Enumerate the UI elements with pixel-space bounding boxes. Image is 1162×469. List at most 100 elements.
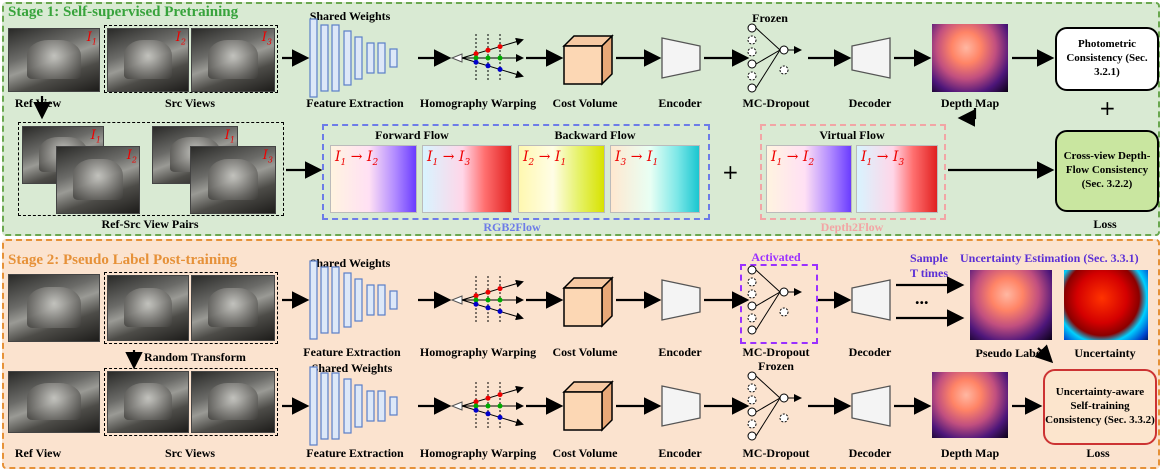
feature-extraction-label: Feature Extraction <box>306 96 404 110</box>
src-views-label: Src Views <box>164 96 216 110</box>
backward-flow-label: Backward Flow <box>554 128 636 142</box>
arrow <box>1034 344 1054 364</box>
random-transform-label: Random Transform <box>144 350 246 364</box>
homography-icon-2 <box>450 276 524 324</box>
mc-dropout-net-1 <box>747 23 802 93</box>
feature-layer <box>354 36 363 80</box>
s2-shared-weights-bottom: Shared Weights <box>311 361 393 375</box>
s2-src-image-bottom-1 <box>107 371 189 433</box>
crossview-box: Cross-view Depth-Flow Consistency (Sec. … <box>1055 130 1159 212</box>
s2-decoder-label-bottom: Decoder <box>848 446 892 460</box>
s2-depth-map-label: Depth Map <box>940 446 1000 460</box>
feature-extraction-block-2 <box>309 260 398 340</box>
cost-volume-cube-1 <box>562 34 614 86</box>
flow-arrows <box>33 49 1055 415</box>
s2-encoder-label-bottom: Encoder <box>658 446 702 460</box>
s2-ref-image-bottom <box>8 371 100 433</box>
flow-image-4: I3 → I1 <box>610 145 700 213</box>
uncertainty-estimation-label: Uncertainty Estimation (Sec. 3.3.1) <box>960 251 1139 265</box>
s2-ref-view-label: Ref View <box>14 446 62 460</box>
shared-weights-label: Shared Weights <box>309 9 391 23</box>
s2-frozen-label: Frozen <box>758 359 794 373</box>
feature-layer <box>389 48 398 68</box>
s2-ref-image-top <box>8 274 100 342</box>
flow-image-3: I2 → I1 <box>518 145 605 213</box>
decoder-shape-2 <box>851 279 891 321</box>
s2-depth-map-image <box>932 372 1008 438</box>
s2-cost-volume-label-top: Cost Volume <box>552 345 618 359</box>
virtual-flow-label: Virtual Flow <box>819 128 885 142</box>
feature-layer <box>377 390 386 422</box>
stage2-title: Stage 2: Pseudo Label Post-training <box>8 252 238 268</box>
frozen-label: Frozen <box>752 11 788 25</box>
cost-volume-cube-3 <box>562 380 614 432</box>
plus-sign-2: + <box>722 160 739 184</box>
cost-volume-label: Cost Volume <box>552 96 618 110</box>
feature-layer <box>320 24 329 92</box>
feature-layer <box>377 284 386 316</box>
s2-homography-label-top: Homography Warping <box>419 345 537 359</box>
feature-layer <box>366 390 375 422</box>
plus-sign: + <box>1099 96 1116 120</box>
depth2flow-box <box>760 124 946 220</box>
feature-layer <box>343 30 352 86</box>
stage1-title: Stage 1: Self-supervised Pretraining <box>8 4 239 20</box>
forward-flow-label: Forward Flow <box>375 128 449 142</box>
stage1-loss-label: Loss <box>1093 217 1117 231</box>
cost-volume-cube-2 <box>562 276 614 328</box>
decoder-shape-3 <box>851 385 891 427</box>
src-views-box <box>104 25 278 93</box>
feature-layer <box>354 278 363 322</box>
mc-dropout-label: MC-Dropout <box>742 96 810 110</box>
feature-layer <box>366 42 375 74</box>
s2-src-image-bottom-2 <box>191 371 275 433</box>
sample-label: Sample T times <box>909 251 949 280</box>
src-view-image-2: I3 <box>191 28 275 92</box>
s2-decoder-label-top: Decoder <box>848 345 892 359</box>
feature-extraction-block-1 <box>309 18 398 98</box>
encoder-label: Encoder <box>658 96 702 110</box>
rgb2flow-label: RGB2Flow <box>483 220 541 234</box>
ref-view-image: I1 <box>8 28 100 92</box>
flow-image-2: I1 → I3 <box>422 145 512 213</box>
flow-image-1: I1 → I2 <box>330 145 417 213</box>
s2-feature-extraction-label: Feature Extraction <box>303 345 401 359</box>
feature-layer <box>309 18 318 98</box>
homography-warping-label: Homography Warping <box>419 96 537 110</box>
self-training-box: Uncertainty-aware Self-training Consiste… <box>1043 369 1157 445</box>
homography-icon-3 <box>450 382 524 430</box>
feature-extraction-block-3 <box>309 366 398 446</box>
depth-map-label: Depth Map <box>940 96 1000 110</box>
depth-map-image <box>932 24 1008 92</box>
encoder-shape-1 <box>661 37 701 79</box>
virtual-flow-image-2: I1 → I3 <box>856 145 938 213</box>
rgb2flow-box <box>322 124 710 220</box>
dots-label: ... <box>915 288 929 308</box>
s2-feature-extraction-label-bottom: Feature Extraction <box>306 446 404 460</box>
s2-loss-label: Loss <box>1086 446 1110 460</box>
pseudo-label-image <box>970 270 1052 340</box>
uncertainty-image <box>1064 270 1148 340</box>
feature-layer <box>309 260 318 340</box>
s2-src-image-top-1 <box>107 275 189 341</box>
src-view-image-1: I2 <box>107 28 189 92</box>
feature-layer <box>354 384 363 428</box>
mc-dropout-net-3 <box>747 371 802 441</box>
s2-mc-dropout-label-top: MC-Dropout <box>742 345 810 359</box>
feature-layer <box>331 372 340 440</box>
s2-shared-weights-top: Shared Weights <box>309 256 391 270</box>
feature-layer <box>366 284 375 316</box>
feature-layer <box>389 396 398 416</box>
decoder-shape-1 <box>851 37 891 79</box>
pair2-src-image: I3 <box>190 146 276 214</box>
activated-label: Activated <box>751 250 801 264</box>
s2-homography-label-bottom: Homography Warping <box>419 446 537 460</box>
s2-src-box-top <box>104 272 278 344</box>
mc-dropout-net-2 <box>747 265 802 335</box>
feature-layer <box>331 24 340 92</box>
feature-layer <box>320 372 329 440</box>
s2-src-box-bottom <box>104 368 278 436</box>
s2-cost-volume-label-bottom: Cost Volume <box>552 446 618 460</box>
feature-layer <box>389 290 398 310</box>
